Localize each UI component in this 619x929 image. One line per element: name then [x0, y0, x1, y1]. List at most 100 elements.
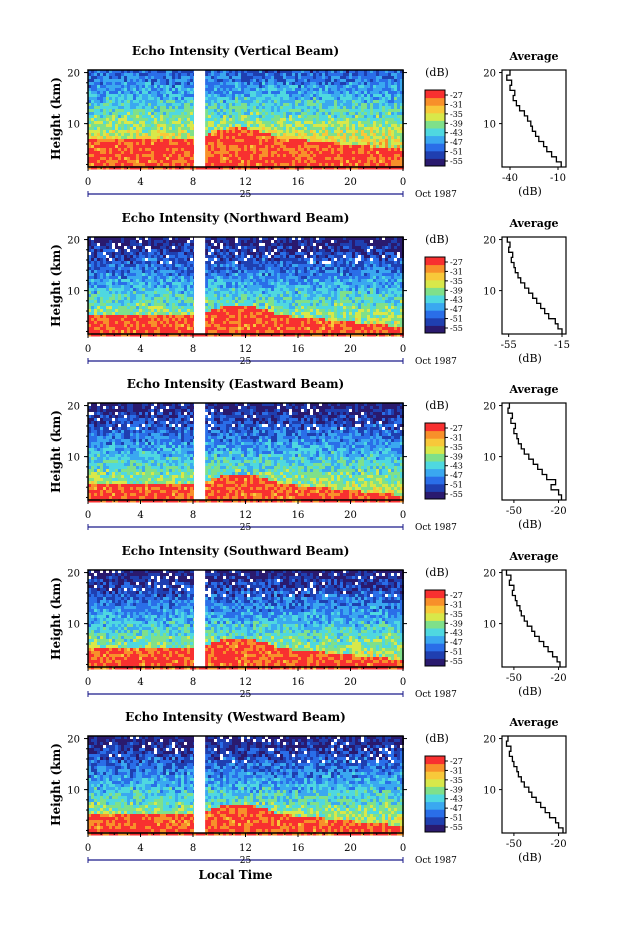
heatmap-cell — [124, 73, 128, 77]
heatmap-cell — [322, 82, 326, 86]
heatmap-cell — [328, 79, 332, 83]
heatmap-cell — [151, 82, 155, 86]
heatmap-cell — [265, 76, 269, 80]
heatmap-cell — [139, 88, 143, 92]
heatmap-cell — [283, 88, 287, 92]
heatmap-cell — [256, 76, 260, 80]
heatmap-cell — [283, 73, 287, 77]
heatmap-cell — [253, 82, 257, 86]
heatmap-cell — [382, 79, 386, 83]
heatmap-cell — [166, 82, 170, 86]
colorbar-swatch — [425, 97, 445, 106]
day-label: 25 — [240, 190, 252, 200]
heatmap-cell — [391, 82, 395, 86]
heatmap-cell — [145, 88, 149, 92]
heatmap-cell — [145, 82, 149, 86]
heatmap-cell — [190, 88, 194, 92]
heatmap-cell — [310, 82, 314, 86]
x-tick-label: 4 — [137, 177, 143, 188]
heatmap-cell — [397, 82, 401, 86]
heatmap-cell — [352, 79, 356, 83]
heatmap-cell — [331, 88, 335, 92]
heatmap-cell — [268, 70, 272, 74]
heatmap-cell — [259, 76, 263, 80]
heatmap-cell — [337, 85, 341, 89]
heatmap-cell — [172, 79, 176, 83]
x-tick-label: 8 — [190, 177, 196, 188]
colorbar-tick-label: -27 — [450, 91, 463, 100]
heatmap-cell — [223, 79, 227, 83]
heatmap-cell — [388, 79, 392, 83]
heatmap-cell — [178, 73, 182, 77]
heatmap-cell — [292, 79, 296, 83]
heatmap-cell — [226, 76, 230, 80]
heatmap-cell — [187, 88, 191, 92]
heatmap-cell — [265, 88, 269, 92]
heatmap-cell — [88, 82, 92, 86]
heatmap-cell — [298, 76, 302, 80]
heatmap-cell — [253, 85, 257, 89]
heatmap-cell — [334, 85, 338, 89]
heatmap-cell — [121, 79, 125, 83]
heatmap-cell — [391, 70, 395, 74]
heatmap-cell — [208, 76, 212, 80]
heatmap-cell — [136, 76, 140, 80]
heatmap-cell — [376, 70, 380, 74]
heatmap-cell — [115, 82, 119, 86]
heatmap-cell — [289, 70, 293, 74]
heatmap-cell — [118, 73, 122, 77]
heatmap-cell — [172, 70, 176, 74]
heatmap-cell — [214, 85, 218, 89]
heatmap-cell — [283, 76, 287, 80]
heatmap-cell — [382, 73, 386, 77]
heatmap-cell — [283, 82, 287, 86]
heatmap-cell — [169, 88, 173, 92]
heatmap-cell — [346, 88, 350, 92]
heatmap-cell — [169, 82, 173, 86]
heatmap-cell — [94, 76, 98, 80]
average-x-tick-label: -40 — [502, 173, 518, 184]
heatmap-cell — [124, 79, 128, 83]
average-x-label: (dB) — [518, 185, 542, 198]
colorbar-swatch — [425, 143, 445, 152]
heatmap-cell — [346, 79, 350, 83]
heatmap-cell — [367, 88, 371, 92]
heatmap-cell — [379, 79, 383, 83]
heatmap-cell — [160, 70, 164, 74]
heatmap-cell — [400, 82, 404, 86]
heatmap-cell — [277, 79, 281, 83]
heatmap-cell — [118, 76, 122, 80]
heatmap-cell — [94, 73, 98, 77]
heatmap-cell — [100, 79, 104, 83]
heatmap-cell — [163, 70, 167, 74]
heatmap-cell — [175, 76, 179, 80]
heatmap-cell — [154, 73, 158, 77]
heatmap-cell — [304, 79, 308, 83]
heatmap-cell — [376, 85, 380, 89]
heatmap-cell — [154, 76, 158, 80]
heatmap-cell — [91, 70, 95, 74]
heatmap-cell — [97, 82, 101, 86]
heatmap-cell — [349, 79, 353, 83]
heatmap-cell — [166, 88, 170, 92]
heatmap-cell — [325, 70, 329, 74]
heatmap-cell — [88, 85, 92, 89]
heatmap-cell — [271, 85, 275, 89]
heatmap-cell — [319, 82, 323, 86]
heatmap-cell — [337, 76, 341, 80]
heatmap-cell — [388, 70, 392, 74]
heatmap-cell — [292, 73, 296, 77]
heatmap-cell — [301, 82, 305, 86]
heatmap-cell — [367, 82, 371, 86]
heatmap-cell — [220, 88, 224, 92]
heatmap-cell — [124, 70, 128, 74]
heatmap-cell — [313, 82, 317, 86]
heatmap-cell — [301, 85, 305, 89]
heatmap-cell — [400, 85, 404, 89]
heatmap-cell — [103, 76, 107, 80]
heatmap-cell — [358, 76, 362, 80]
heatmap-cell — [307, 76, 311, 80]
heatmap-cell — [139, 76, 143, 80]
heatmap-cell — [94, 70, 98, 74]
heatmap-cell — [136, 85, 140, 89]
